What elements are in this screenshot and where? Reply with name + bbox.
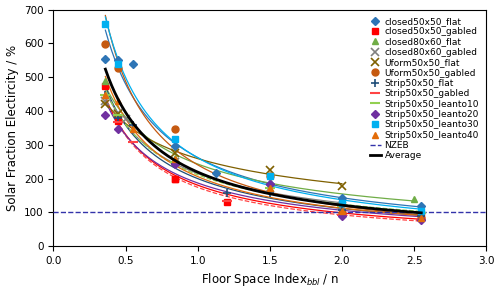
Y-axis label: Solar Fraction Electircity / %: Solar Fraction Electircity / % (6, 45, 18, 211)
Legend: closed50x50_flat, closed50x50_gabled, closed80x60_flat, closed80x60_gabled, Ufor: closed50x50_flat, closed50x50_gabled, cl… (368, 14, 482, 163)
X-axis label: Floor Space Index$_{bbl}$ / n: Floor Space Index$_{bbl}$ / n (200, 271, 339, 288)
